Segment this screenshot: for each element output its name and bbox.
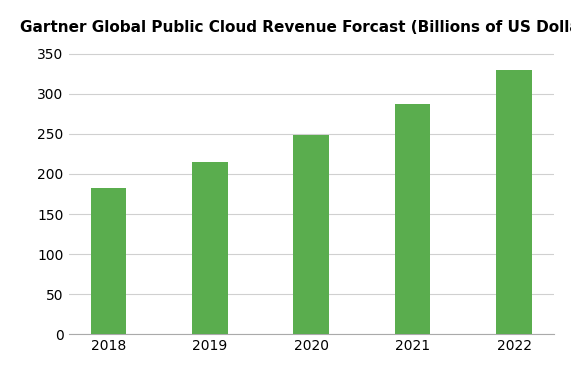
Bar <box>395 104 431 334</box>
Bar <box>496 70 532 334</box>
Bar <box>293 135 329 334</box>
Bar <box>91 188 126 334</box>
Bar <box>192 162 227 334</box>
Title: Gartner Global Public Cloud Revenue Forcast (Billions of US Dollars): Gartner Global Public Cloud Revenue Forc… <box>19 20 571 35</box>
